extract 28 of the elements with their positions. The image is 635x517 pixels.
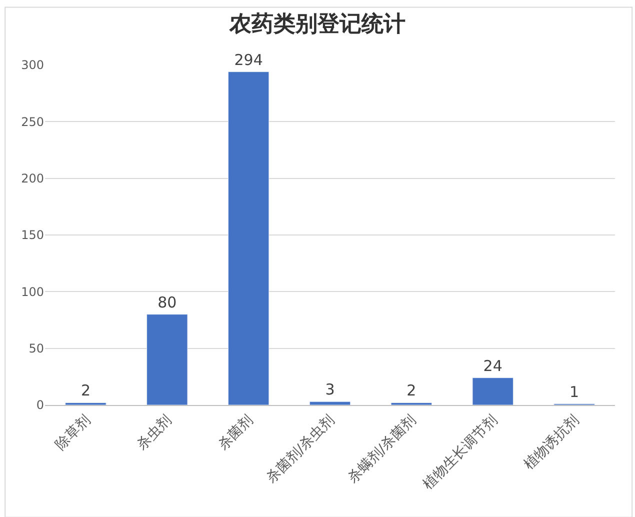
data-label: 80 [158, 293, 177, 312]
bar [228, 72, 270, 405]
x-tick-label: 杀虫剂 [134, 412, 175, 454]
y-tick-label: 250 [21, 114, 44, 129]
x-tick-label: 植物诱抗剂 [521, 412, 582, 474]
y-tick-label: 0 [36, 398, 44, 412]
bar [146, 314, 188, 405]
x-tick-label: 杀螨剂/杀菌剂 [345, 412, 420, 486]
data-label: 2 [80, 382, 90, 400]
x-tick-label: 杀菌剂/杀虫剂 [264, 412, 338, 486]
data-label: 3 [325, 380, 335, 399]
x-tick-label: 植物生长调节剂 [420, 412, 501, 493]
x-tick-label: 除草剂 [52, 412, 94, 454]
data-label: 2 [406, 382, 416, 400]
y-tick-label: 50 [28, 342, 44, 356]
y-tick-label: 100 [21, 284, 44, 299]
bar [472, 378, 514, 405]
bar [65, 402, 106, 405]
bar [390, 402, 432, 405]
data-label: 24 [483, 356, 502, 375]
y-tick-label: 200 [21, 172, 44, 186]
x-tick-label: 杀菌剂 [215, 412, 256, 454]
y-tick-label: 150 [21, 228, 44, 242]
y-tick-label: 300 [21, 58, 44, 72]
bar [309, 401, 351, 405]
chart-title: 农药类别登记统计 [228, 10, 406, 36]
data-label: 1 [570, 382, 580, 401]
data-label: 294 [234, 50, 263, 69]
